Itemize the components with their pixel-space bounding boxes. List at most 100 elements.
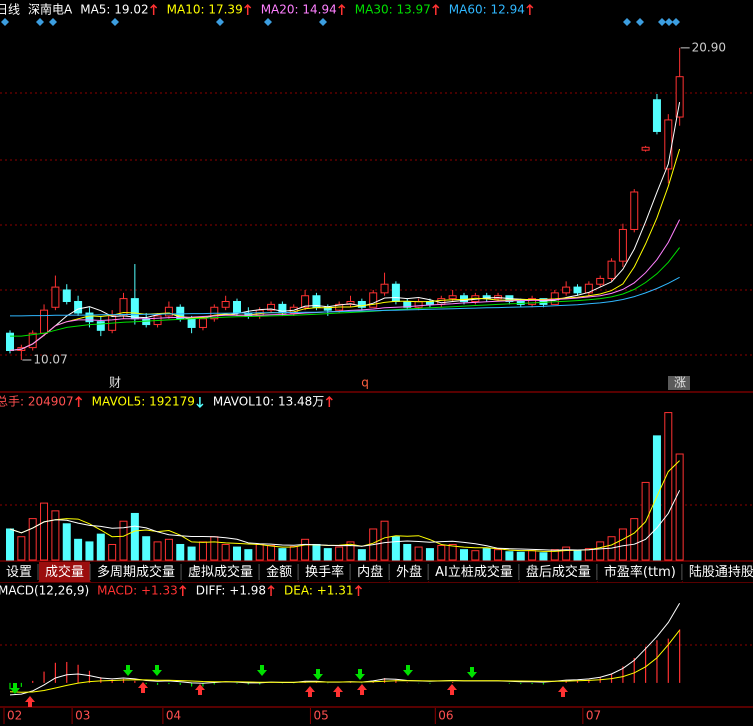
candle-body bbox=[641, 146, 650, 151]
tab[interactable]: 内盘 bbox=[351, 562, 390, 582]
volume-bar bbox=[108, 543, 117, 561]
buy-signal bbox=[195, 684, 205, 695]
candle-body bbox=[62, 289, 71, 303]
candle-body bbox=[391, 283, 400, 303]
tab[interactable]: 外盘 bbox=[390, 562, 429, 582]
volume-bar bbox=[357, 549, 366, 561]
volume-bar bbox=[17, 536, 26, 561]
legend-entry: DIFF: +1.98 bbox=[196, 584, 266, 598]
volume-bar bbox=[618, 528, 627, 561]
legend-entry: MA5: 19.02 bbox=[80, 3, 148, 17]
legend-entry: MACD: +1.33 bbox=[97, 584, 178, 598]
candle-body bbox=[357, 301, 366, 308]
volume-bar bbox=[244, 549, 253, 561]
tab-bg bbox=[299, 562, 351, 582]
sell-signal bbox=[403, 665, 413, 676]
volume-bar bbox=[28, 518, 37, 561]
volume-bar bbox=[380, 520, 389, 561]
buy-signal bbox=[558, 686, 568, 697]
signal-diamond bbox=[1, 18, 9, 26]
tab-label: 虚拟成交量 bbox=[188, 564, 253, 580]
volume-bar bbox=[40, 502, 49, 561]
volume-bar bbox=[221, 543, 230, 561]
volume-bar bbox=[323, 548, 332, 561]
signal-diamond bbox=[623, 18, 631, 26]
candle-body bbox=[562, 286, 571, 294]
candle-body bbox=[74, 301, 83, 314]
tab-label: AI立桩成交量 bbox=[435, 564, 513, 580]
annotation-label: 10.07 bbox=[33, 353, 67, 367]
tab-bg bbox=[519, 562, 597, 582]
candle-body bbox=[346, 301, 355, 305]
tab-bg bbox=[682, 562, 753, 582]
volume-bar bbox=[573, 550, 582, 561]
volume-bar bbox=[460, 549, 468, 561]
trend-arrow bbox=[196, 397, 204, 409]
x-tick-label: 07 bbox=[586, 709, 601, 723]
volume-bar bbox=[562, 546, 571, 561]
price-grid bbox=[0, 92, 753, 646]
tab[interactable]: 多周期成交量 bbox=[91, 562, 182, 582]
legend-entry: 日线 bbox=[0, 3, 20, 17]
trend-arrow bbox=[354, 584, 363, 596]
x-tick-label: 02 bbox=[7, 709, 22, 723]
candle-body bbox=[596, 277, 605, 285]
signal-diamond bbox=[216, 18, 224, 26]
annotation-label: 20.90 bbox=[692, 40, 726, 54]
volume-bar bbox=[187, 546, 196, 561]
trend-arrow bbox=[244, 3, 252, 15]
volume-bar bbox=[119, 520, 128, 561]
candle-body bbox=[176, 306, 185, 320]
tab[interactable]: 虚拟成交量 bbox=[182, 562, 260, 582]
volume-bar bbox=[96, 533, 105, 561]
ma-line bbox=[9, 148, 681, 351]
volume-bar bbox=[437, 545, 446, 561]
tab-bg bbox=[91, 562, 182, 582]
signal-diamond bbox=[636, 18, 644, 26]
trend-arrow bbox=[75, 395, 83, 407]
legend-entry: MAVOL5: 192179 bbox=[92, 395, 195, 409]
tab[interactable]: 金额 bbox=[260, 562, 299, 582]
legend-entry: 总手: 204907 bbox=[0, 395, 74, 409]
volume-bar bbox=[267, 545, 276, 561]
ma-line bbox=[9, 102, 681, 351]
tab-bg bbox=[390, 562, 429, 582]
volume-bar bbox=[528, 550, 537, 561]
candle-body bbox=[573, 286, 582, 294]
buy-signal bbox=[305, 686, 315, 697]
volume-bar bbox=[85, 541, 94, 561]
candle-body bbox=[630, 191, 639, 230]
volume-bar bbox=[471, 550, 480, 561]
volume-bar bbox=[130, 512, 139, 561]
volume-bar bbox=[630, 518, 639, 561]
volume-bar bbox=[664, 412, 673, 561]
tab-label: 内盘 bbox=[357, 564, 383, 580]
tab[interactable]: 陆股通持股 bbox=[682, 562, 753, 582]
signal-diamond bbox=[36, 18, 44, 26]
candle-body bbox=[448, 295, 457, 300]
signal-diamond bbox=[658, 18, 666, 26]
tab[interactable]: 成交量 bbox=[39, 562, 91, 582]
tab[interactable]: 换手率 bbox=[299, 562, 351, 582]
tab-bg bbox=[182, 562, 260, 582]
volume-bar bbox=[210, 536, 219, 561]
tab[interactable]: 设置 bbox=[0, 562, 39, 582]
tab-bg bbox=[351, 562, 390, 582]
candle-body bbox=[437, 298, 446, 305]
ma-line bbox=[10, 247, 680, 337]
candle-body bbox=[460, 295, 468, 303]
legend-entry: 深南电A bbox=[28, 2, 73, 17]
tab-label: 外盘 bbox=[396, 564, 422, 580]
tab[interactable]: AI立桩成交量 bbox=[429, 562, 520, 582]
candle-body bbox=[301, 295, 310, 308]
tab[interactable]: 市盈率(ttm) bbox=[597, 562, 683, 582]
volume-bar bbox=[198, 541, 207, 561]
volume-bar bbox=[153, 541, 162, 561]
volume-bar bbox=[482, 548, 491, 561]
volume-bar bbox=[539, 552, 548, 561]
legend-entry: MAVOL10: 13.48万 bbox=[213, 395, 324, 409]
tab[interactable]: 盘后成交量 bbox=[519, 562, 598, 582]
